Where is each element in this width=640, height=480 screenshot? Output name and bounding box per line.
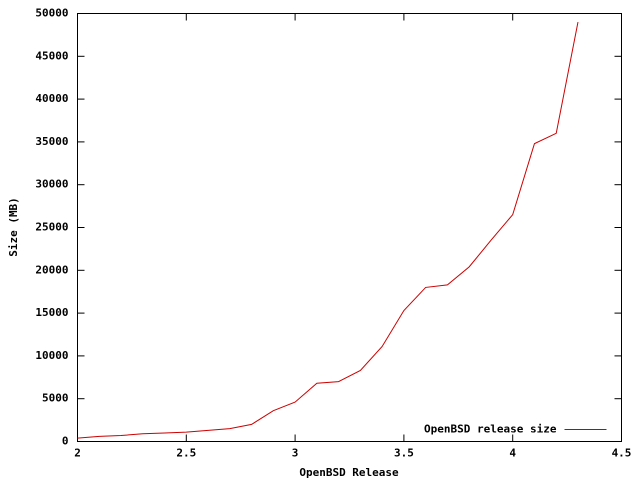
y-tick-label: 45000 <box>35 49 68 62</box>
y-tick-label: 25000 <box>35 221 68 234</box>
y-tick-label: 20000 <box>35 263 68 276</box>
x-axis-label: OpenBSD Release <box>299 466 399 479</box>
x-tick-label: 3 <box>292 447 299 460</box>
x-tick-label: 4 <box>509 447 516 460</box>
x-tick-label: 3.5 <box>394 447 414 460</box>
y-tick-label: 15000 <box>35 306 68 319</box>
y-tick-label: 40000 <box>35 92 68 105</box>
y-tick-label: 30000 <box>35 178 68 191</box>
x-tick-label: 2.5 <box>176 447 196 460</box>
x-tick-label: 4.5 <box>612 447 632 460</box>
y-tick-label: 0 <box>62 435 69 448</box>
y-tick-label: 35000 <box>35 135 68 148</box>
plot-frame <box>77 13 622 442</box>
y-tick-label: 5000 <box>42 392 69 405</box>
y-tick-label: 50000 <box>35 7 68 20</box>
data-line <box>77 21 579 439</box>
y-tick-label: 10000 <box>35 349 68 362</box>
legend-label: OpenBSD release size <box>424 423 557 436</box>
y-axis-label: Size (MB) <box>7 197 20 257</box>
x-tick-label: 2 <box>74 447 81 460</box>
